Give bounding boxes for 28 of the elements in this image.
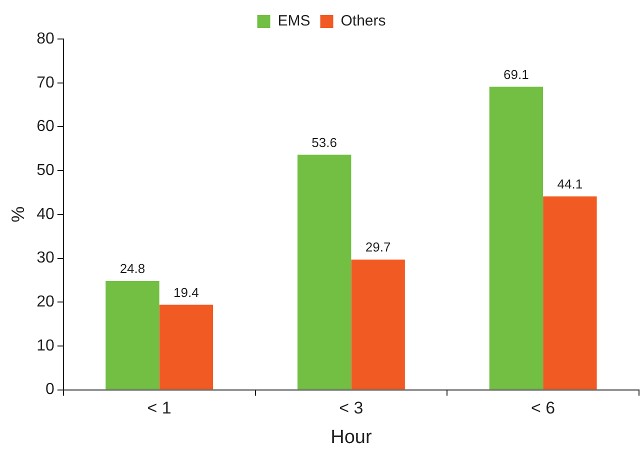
- bar: [106, 281, 160, 390]
- x-tick-label: < 3: [339, 398, 364, 418]
- y-tick-label: 0: [45, 381, 54, 398]
- y-tick-label: 70: [36, 74, 54, 92]
- bar: [159, 304, 214, 390]
- x-axis-title: Hour: [330, 426, 372, 448]
- data-label: 53.6: [312, 134, 337, 150]
- data-label: 29.7: [365, 240, 391, 255]
- y-tick-label: 40: [36, 206, 54, 223]
- x-tick-label: < 6: [531, 398, 556, 418]
- legend-label: Others: [340, 12, 386, 30]
- x-tick-label: < 1: [147, 398, 172, 418]
- data-label: 69.1: [504, 66, 529, 82]
- data-label: 19.4: [174, 284, 199, 300]
- bar: [543, 196, 597, 390]
- bar: [297, 154, 352, 390]
- data-label: 24.8: [120, 261, 146, 276]
- y-tick-label: 80: [36, 30, 54, 48]
- bar: [489, 86, 544, 390]
- y-tick-label: 30: [36, 250, 54, 267]
- y-tick-label: 50: [36, 162, 54, 179]
- y-tick-label: 10: [36, 337, 54, 354]
- y-axis-title: %: [8, 206, 28, 222]
- legend-label: EMS: [278, 12, 310, 30]
- y-tick-label: 60: [36, 118, 54, 136]
- data-label: 44.1: [557, 176, 583, 192]
- y-tick-label: 20: [36, 294, 54, 311]
- bar: [351, 260, 405, 390]
